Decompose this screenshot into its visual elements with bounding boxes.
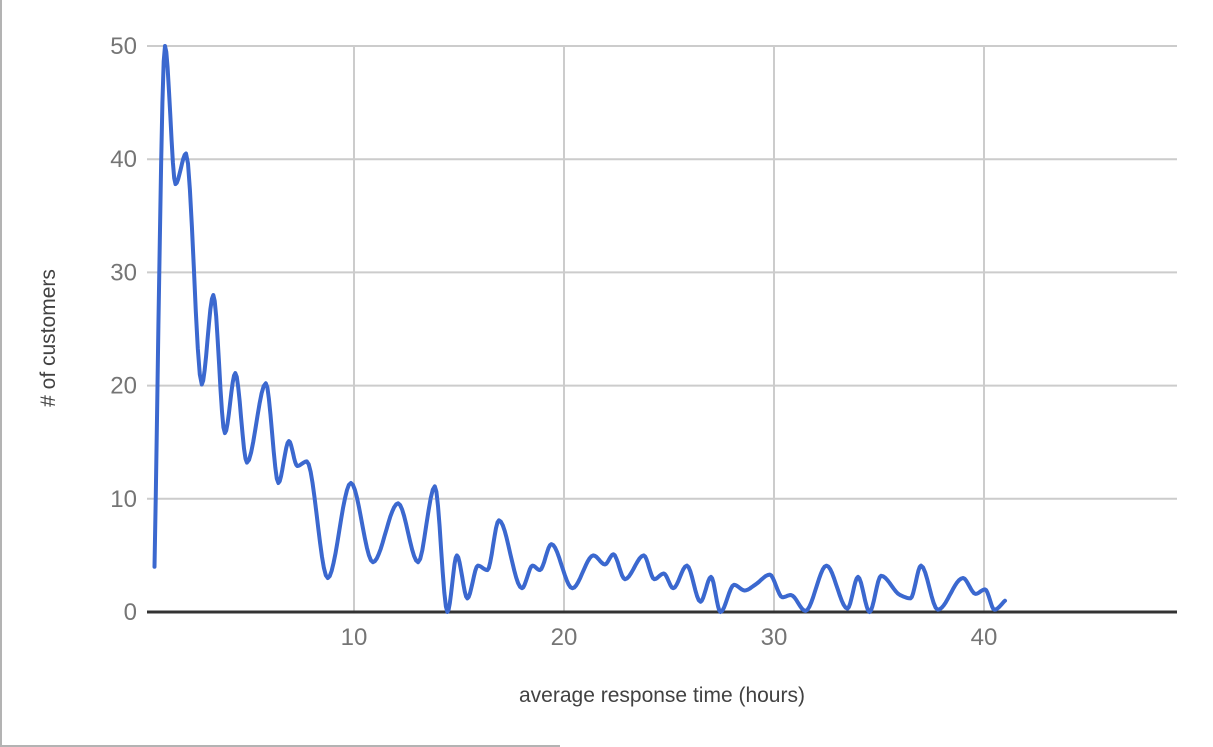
x-tick-label-10: 10 xyxy=(341,624,368,651)
window-bottom-border xyxy=(0,745,560,747)
vertical-gridlines xyxy=(353,45,985,612)
series-line xyxy=(152,44,1007,614)
x-axis-title: average response time (hours) xyxy=(519,684,805,707)
x-tick-label-40: 40 xyxy=(971,624,998,651)
y-tick-label-0: 0 xyxy=(124,599,137,626)
y-axis-tick-labels: 0 10 20 30 40 50 xyxy=(110,33,137,626)
x-tick-label-20: 20 xyxy=(551,624,578,651)
horizontal-gridlines xyxy=(147,45,1177,500)
y-tick-label-30: 30 xyxy=(110,259,137,286)
window-left-border xyxy=(0,0,2,747)
y-tick-label-50: 50 xyxy=(110,33,137,60)
y-axis-title: # of customers xyxy=(37,269,60,407)
y-tick-label-10: 10 xyxy=(110,486,137,513)
y-tick-label-20: 20 xyxy=(110,373,137,400)
x-tick-label-30: 30 xyxy=(761,624,788,651)
y-tick-label-40: 40 xyxy=(110,146,137,173)
x-axis-tick-labels: 10 20 30 40 xyxy=(341,624,998,651)
